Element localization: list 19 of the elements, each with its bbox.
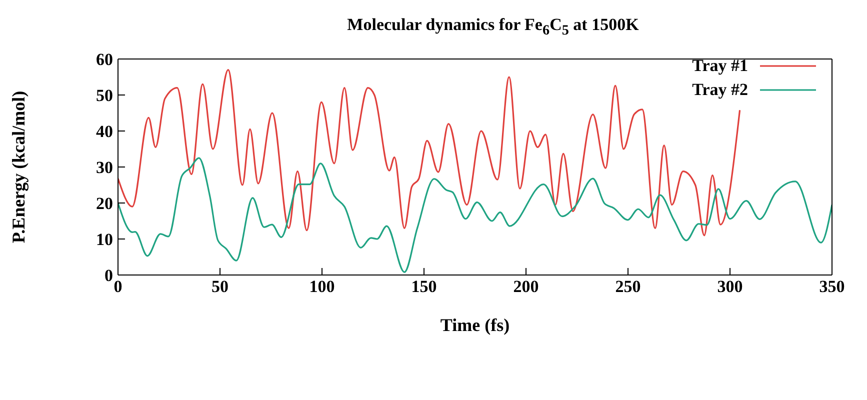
legend-label: Tray #2 bbox=[692, 79, 748, 101]
x-tick-label: 350 bbox=[819, 277, 845, 296]
x-tick-label: 150 bbox=[411, 277, 437, 296]
y-tick-label: 10 bbox=[96, 230, 113, 250]
y-axis-title: P.Energy (kcal/mol) bbox=[8, 90, 28, 244]
legend-label: Tray #1 bbox=[692, 55, 748, 77]
x-tick-label: 100 bbox=[309, 277, 335, 296]
y-tick-label: 60 bbox=[96, 50, 113, 70]
y-tick-label: 20 bbox=[96, 194, 113, 214]
y-tick-label: 40 bbox=[96, 122, 113, 142]
x-tick-label: 50 bbox=[212, 277, 228, 296]
x-tick-label: 200 bbox=[513, 277, 539, 296]
x-tick-label: 250 bbox=[615, 277, 641, 296]
y-tick-label: 30 bbox=[96, 158, 113, 178]
x-axis-title: Time (fs) bbox=[440, 315, 510, 335]
y-tick-label: 50 bbox=[96, 86, 113, 106]
chart-title: Molecular dynamics for Fe$_{6}$C$_{5}$ at 1500K bbox=[346, 14, 640, 40]
x-tick-label: 300 bbox=[717, 277, 743, 296]
line-series bbox=[118, 157, 832, 273]
